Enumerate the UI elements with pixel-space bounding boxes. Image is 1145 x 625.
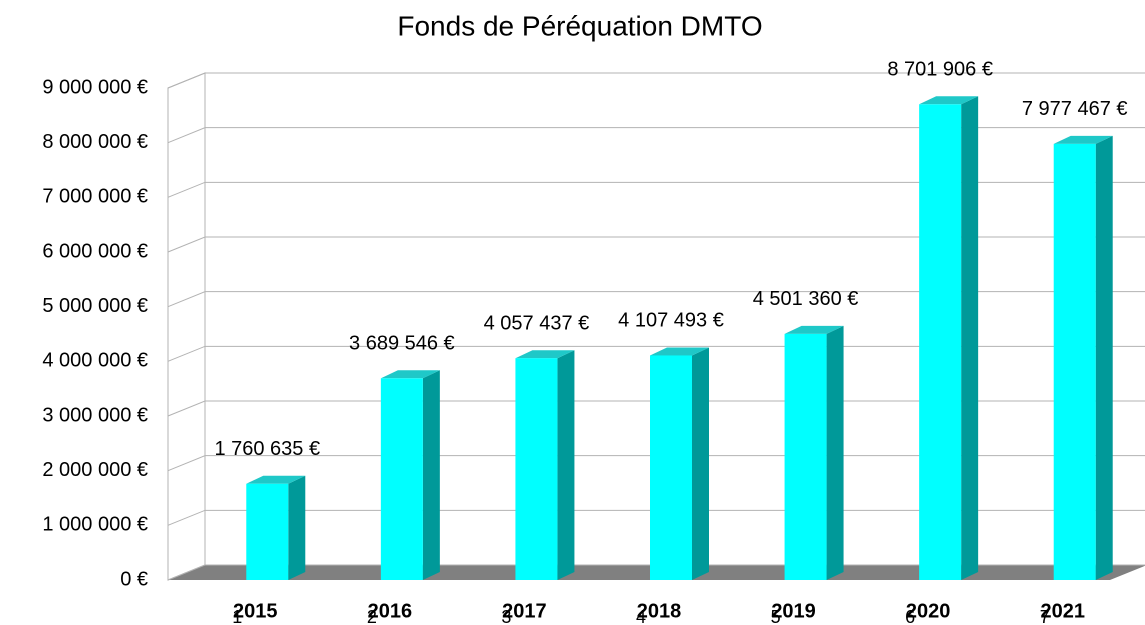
x2-tick-label: 5	[771, 607, 781, 625]
y-tick-label: 5 000 000 €	[42, 295, 148, 317]
x2-tick-label: 2	[367, 607, 377, 625]
y-tick-label: 2 000 000 €	[42, 459, 148, 481]
x2-tick-label: 1	[232, 607, 242, 625]
bar-side	[288, 475, 306, 580]
value-label: 1 760 635 €	[214, 438, 320, 460]
y-tick-label: 6 000 000 €	[42, 240, 148, 262]
bar-side	[692, 347, 709, 580]
bar	[246, 483, 289, 580]
bar-top	[515, 350, 575, 359]
bar-side	[422, 370, 440, 580]
chart-title: Fonds de Péréquation DMTO	[397, 10, 762, 41]
bar-top	[919, 96, 979, 105]
value-label: 7 977 467 €	[1022, 98, 1128, 120]
x-tick-label: 2018	[637, 600, 682, 622]
bar-side	[557, 350, 575, 580]
grid-line	[167, 181, 1145, 198]
bar	[1053, 143, 1096, 580]
bar-side	[1095, 135, 1113, 580]
back-wall	[167, 72, 206, 581]
y-tick-label: 7 000 000 €	[42, 186, 148, 208]
bar-top	[1053, 135, 1113, 144]
value-label: 4 057 437 €	[484, 312, 590, 334]
value-label: 4 107 493 €	[618, 310, 724, 332]
bar-top	[650, 347, 709, 356]
bar-side	[826, 325, 844, 580]
grid-line	[167, 72, 1145, 89]
bar	[784, 333, 827, 580]
x2-tick-label: 7	[1040, 607, 1050, 625]
bar-top	[380, 370, 440, 379]
x-tick-label: 2021	[1040, 600, 1085, 622]
y-tick-label: 3 000 000 €	[42, 404, 148, 426]
bar	[515, 358, 558, 580]
grid-line	[167, 127, 1145, 144]
x2-tick-label: 6	[905, 607, 915, 625]
y-tick-label: 1 000 000 €	[42, 514, 148, 536]
bar-side	[961, 96, 979, 580]
x-tick-label: 2017	[502, 600, 547, 622]
bar-top	[246, 475, 306, 484]
bar-top	[784, 325, 844, 334]
grid-line	[167, 291, 1145, 308]
value-label: 8 701 906 €	[887, 59, 993, 81]
y-tick-label: 0 €	[120, 568, 148, 590]
y-tick-label: 4 000 000 €	[42, 350, 148, 372]
value-label: 3 689 546 €	[349, 333, 455, 355]
x-tick-label: 2020	[906, 600, 951, 622]
bar	[380, 378, 423, 580]
value-label: 4 501 360 €	[753, 288, 859, 310]
x2-tick-label: 4	[636, 607, 646, 625]
x-tick-label: 2019	[771, 600, 816, 622]
grid-line	[167, 236, 1145, 253]
y-tick-label: 9 000 000 €	[42, 76, 148, 98]
x2-tick-label: 3	[501, 607, 511, 625]
x-tick-label: 2016	[368, 600, 413, 622]
y-tick-label: 8 000 000 €	[42, 131, 148, 153]
bar	[919, 104, 962, 580]
bar	[650, 355, 692, 580]
x-tick-label: 2015	[233, 600, 278, 622]
